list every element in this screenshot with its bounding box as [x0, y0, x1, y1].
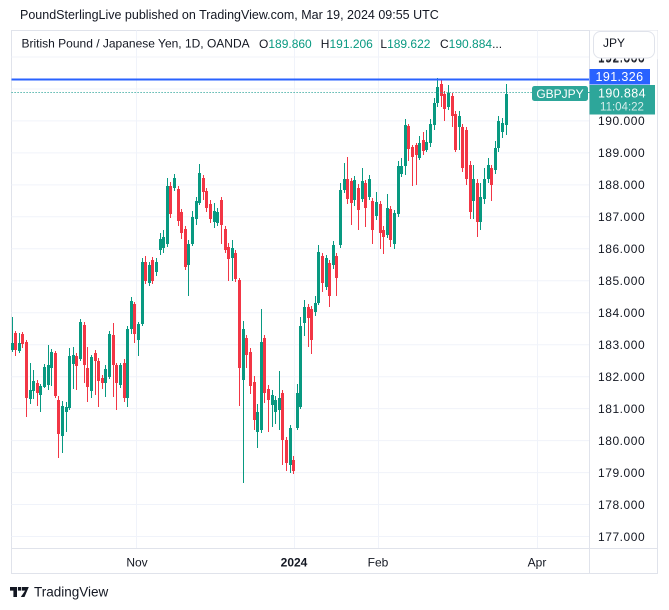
- svg-text:189.000: 189.000: [598, 146, 645, 160]
- svg-text:2024: 2024: [281, 556, 308, 570]
- svg-text:182.000: 182.000: [598, 370, 645, 384]
- svg-text:PoundSterlingLive published on: PoundSterlingLive published on TradingVi…: [20, 8, 439, 22]
- svg-text:188.000: 188.000: [598, 178, 645, 192]
- svg-text:L189.622: L189.622: [380, 37, 430, 51]
- svg-text:C190.884...: C190.884...: [440, 37, 502, 51]
- svg-text:185.000: 185.000: [598, 274, 645, 288]
- svg-text:180.000: 180.000: [598, 434, 645, 448]
- svg-text:JPY: JPY: [603, 36, 625, 50]
- svg-text:183.000: 183.000: [598, 338, 645, 352]
- svg-text:177.000: 177.000: [598, 530, 645, 544]
- svg-text:Nov: Nov: [126, 556, 147, 570]
- svg-text:187.000: 187.000: [598, 210, 645, 224]
- svg-text:O189.860: O189.860: [259, 37, 312, 51]
- svg-text:11:04:22: 11:04:22: [600, 101, 644, 113]
- svg-text:184.000: 184.000: [598, 306, 645, 320]
- svg-text:190.884: 190.884: [598, 87, 646, 101]
- svg-text:TradingView: TradingView: [34, 585, 109, 600]
- svg-text:Feb: Feb: [368, 556, 389, 570]
- svg-text:British Pound / Japanese Yen,: British Pound / Japanese Yen, 1D, OANDA: [22, 37, 250, 51]
- svg-text:GBPJPY: GBPJPY: [536, 87, 583, 101]
- svg-text:186.000: 186.000: [598, 242, 645, 256]
- svg-text:181.000: 181.000: [598, 402, 645, 416]
- svg-text:178.000: 178.000: [598, 498, 645, 512]
- svg-text:179.000: 179.000: [598, 466, 645, 480]
- svg-text:191.326: 191.326: [596, 70, 644, 84]
- svg-text:Apr: Apr: [528, 556, 547, 570]
- svg-text:190.000: 190.000: [598, 114, 645, 128]
- svg-text:H191.206: H191.206: [321, 37, 373, 51]
